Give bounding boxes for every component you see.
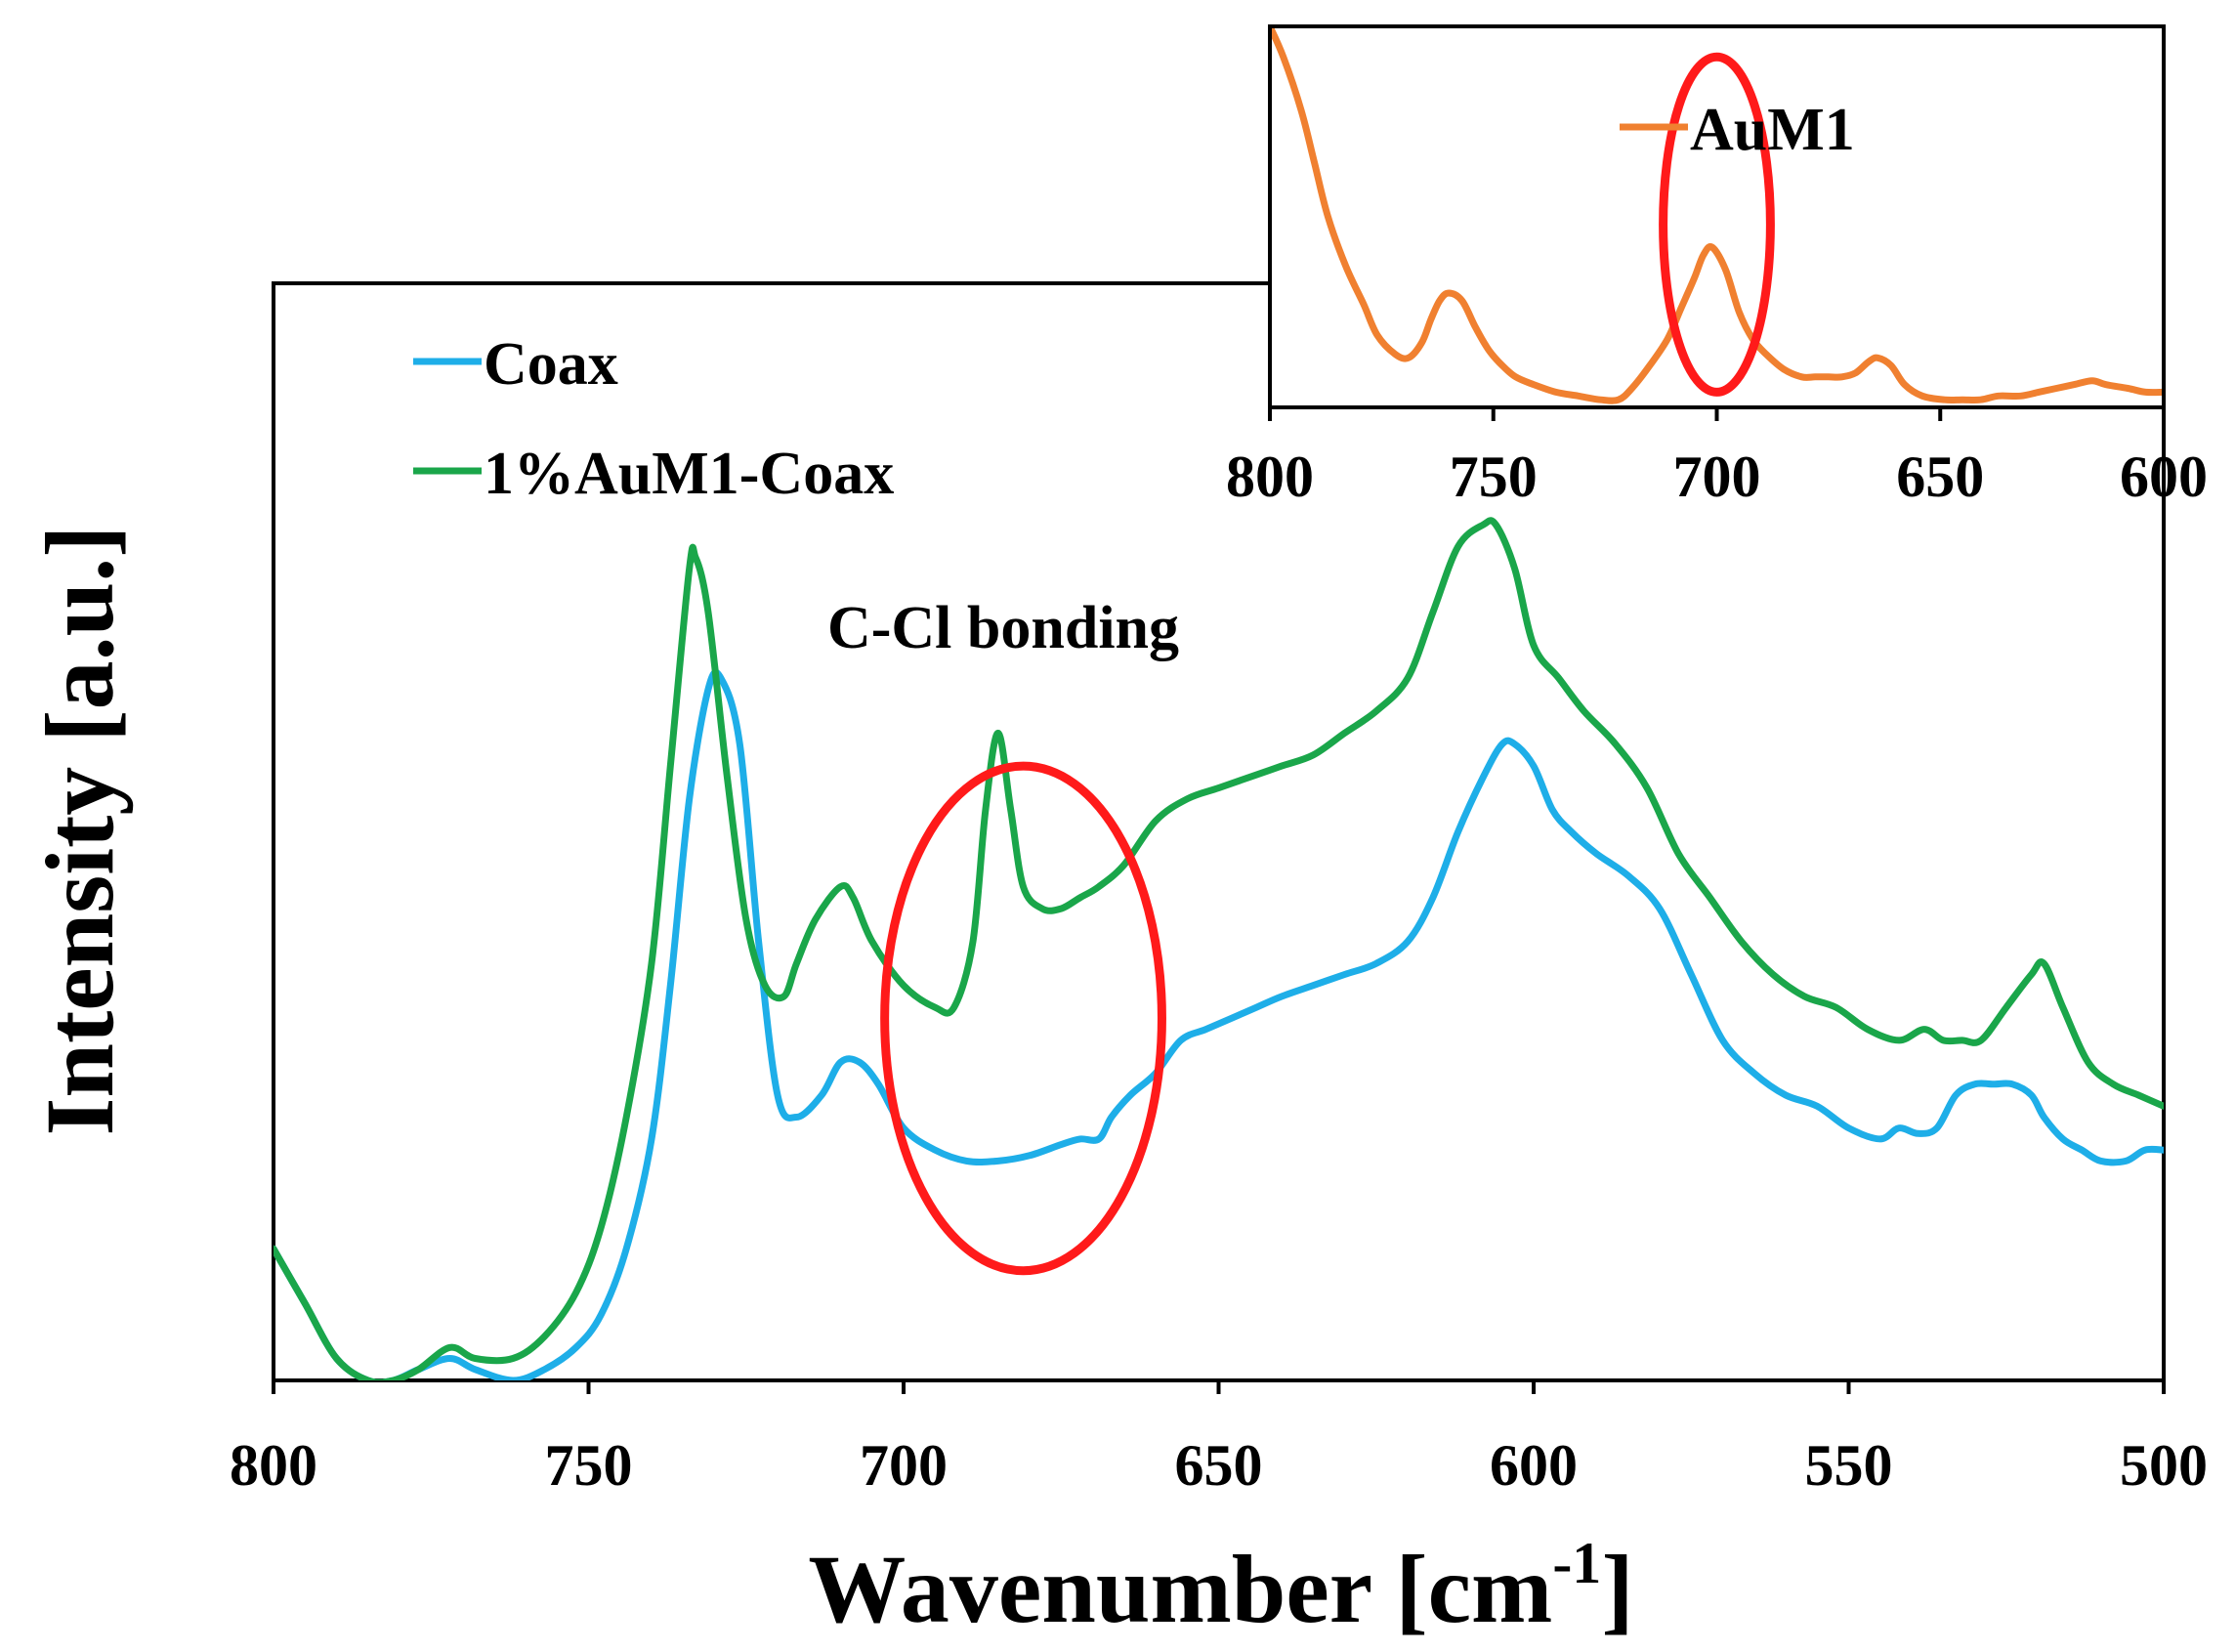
inset-legend: AuM1 bbox=[1620, 97, 1855, 163]
x-axis-title-main: Wavenumber [cm bbox=[808, 1535, 1552, 1643]
main-x-axis-ticks: 800 750 700 650 600 550 500 bbox=[230, 1380, 2208, 1498]
c-cl-bonding-highlight-ellipse bbox=[880, 761, 1166, 1276]
main-x-tick-label-750: 750 bbox=[545, 1433, 633, 1498]
legend-label-1pct-aum1-coax: 1%AuM1-Coax bbox=[484, 441, 894, 507]
y-axis-title: Intensity [a.u.] bbox=[25, 525, 134, 1135]
main-x-tick-label-600: 600 bbox=[1490, 1433, 1578, 1498]
inset-x-tick-label-650: 650 bbox=[1896, 445, 1984, 509]
main-x-tick-label-700: 700 bbox=[860, 1433, 948, 1498]
c-cl-bonding-annotation: C-Cl bonding bbox=[827, 595, 1179, 661]
inset-x-tick-label-600: 600 bbox=[2120, 445, 2208, 509]
inset-x-tick-label-800: 800 bbox=[1226, 445, 1314, 509]
legend-label-aum1: AuM1 bbox=[1690, 97, 1855, 163]
main-legend: Coax 1%AuM1-Coax bbox=[413, 331, 894, 507]
main-series-group bbox=[274, 517, 2164, 1380]
main-x-tick-label-550: 550 bbox=[1805, 1433, 1893, 1498]
inset-x-axis-ticks: 800 750 700 650 600 bbox=[1226, 407, 2208, 509]
x-axis-title: Wavenumber [cm-1] bbox=[808, 1531, 1633, 1643]
inset-series-group bbox=[1270, 26, 2164, 404]
x-axis-title-close: ] bbox=[1601, 1535, 1633, 1643]
series-line-aum1 bbox=[1270, 26, 2164, 404]
series-line-1-aum1-coax bbox=[274, 517, 2164, 1380]
inset-highlight-ellipse bbox=[1659, 52, 1775, 397]
main-x-tick-label-650: 650 bbox=[1175, 1433, 1263, 1498]
inset-plot-background bbox=[1270, 26, 2164, 407]
inset-plot: 800 750 700 650 600 AuM1 bbox=[1226, 24, 2208, 509]
series-line-coax bbox=[274, 668, 2164, 1380]
inset-x-tick-label-700: 700 bbox=[1673, 445, 1761, 509]
main-x-tick-label-500: 500 bbox=[2120, 1433, 2208, 1498]
main-x-tick-label-800: 800 bbox=[230, 1433, 317, 1498]
x-axis-title-superscript: -1 bbox=[1552, 1531, 1601, 1595]
legend-label-coax: Coax bbox=[484, 331, 618, 398]
inset-x-tick-label-750: 750 bbox=[1450, 445, 1538, 509]
main-plot: 800 750 700 650 600 550 500 C-Cl bonding Waven… bbox=[25, 281, 2208, 1643]
